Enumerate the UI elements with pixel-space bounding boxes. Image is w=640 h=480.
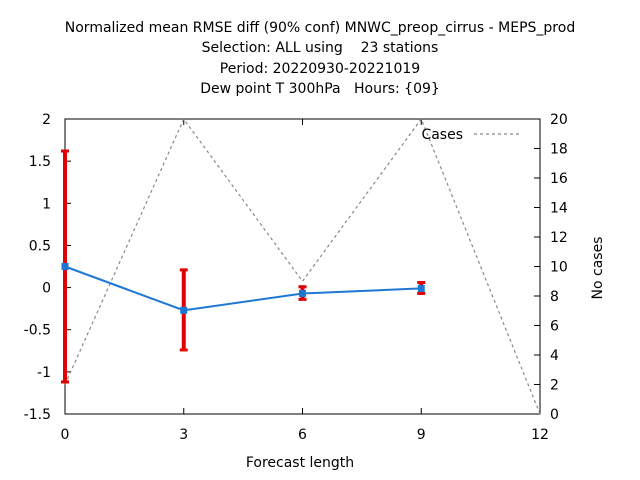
- y2-tick-label: 0: [550, 407, 559, 423]
- y2-tick-label: 14: [550, 201, 568, 217]
- rmse-diff-point: [180, 306, 188, 314]
- chart-subtitle-selection: Selection: ALL using 23 stations: [201, 40, 439, 56]
- x-tick-label: 9: [417, 427, 426, 443]
- x-tick-label: 3: [179, 427, 188, 443]
- plot-frame: [64, 118, 541, 415]
- rmse-diff-point: [299, 289, 306, 297]
- x-tick-label: 12: [531, 427, 549, 443]
- y2-tick-label: 16: [550, 171, 568, 187]
- y2-tick-label: 4: [550, 348, 559, 364]
- chart-subtitle-period: Period: 20220930-20221019: [219, 61, 421, 77]
- x-tick-label: 0: [61, 427, 70, 443]
- y-tick-label: 2: [42, 112, 51, 128]
- y2-axis-label: No cases: [590, 236, 606, 300]
- y-tick-label: 0: [42, 281, 51, 297]
- rmse-diff-point: [61, 263, 69, 270]
- y-tick-label: 1: [42, 196, 51, 212]
- y2-tick-label: 12: [550, 230, 568, 246]
- y-tick-label: -0.5: [24, 323, 51, 339]
- chart-title: Normalized mean RMSE diff (90% conf) MNW…: [64, 20, 576, 36]
- y2-tick-label: 10: [550, 260, 568, 276]
- y2-tick-label: 8: [550, 289, 559, 305]
- x-tick-label: 6: [298, 427, 307, 443]
- rmse-diff-line: [64, 265, 422, 312]
- y-tick-label: -1: [37, 365, 51, 381]
- rmse-diff-point: [417, 284, 425, 292]
- y2-tick-label: 2: [550, 378, 559, 394]
- y-tick-label: 1.5: [29, 154, 51, 170]
- y2-tick-label: 18: [550, 142, 568, 158]
- cases-line: [64, 117, 541, 415]
- legend-label-cases: Cases: [421, 127, 463, 143]
- y2-tick-label: 6: [550, 319, 559, 335]
- x-axis-label: Forecast length: [245, 455, 355, 471]
- y2-tick-label: 20: [550, 112, 568, 128]
- y-tick-label: 0.5: [29, 238, 51, 254]
- y-tick-label: -1.5: [24, 407, 51, 423]
- chart-subtitle-variable: Dew point T 300hPa Hours: {09}: [200, 81, 440, 97]
